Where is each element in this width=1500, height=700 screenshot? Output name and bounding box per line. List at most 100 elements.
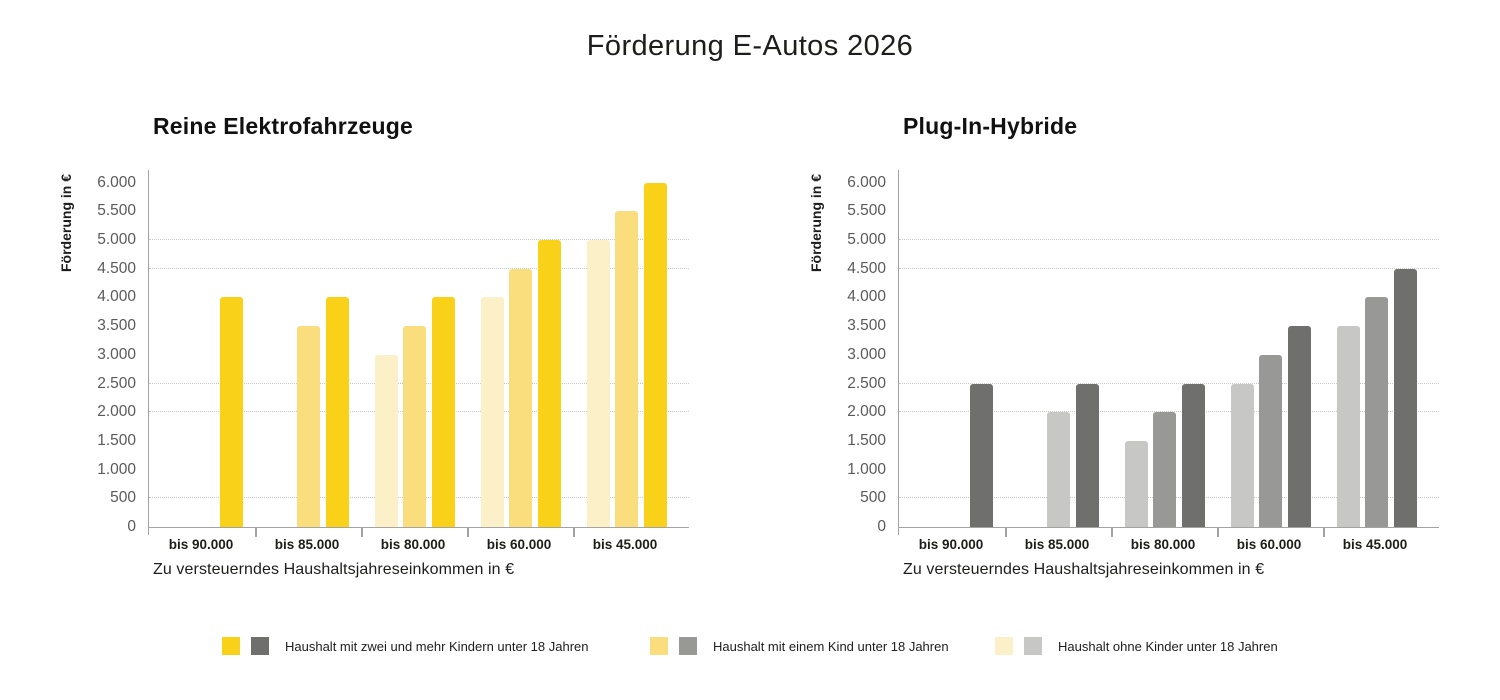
gridline [899,267,1439,269]
legend-item: Haushalt mit einem Kind unter 18 Jahren [650,637,949,655]
bar [643,182,667,527]
y-axis-stub [147,527,149,535]
x-axis-tick [1217,528,1219,537]
bar [403,326,426,527]
y-tick-label: 3.000 [97,345,136,363]
bar [431,297,455,527]
x-axis-tick [255,528,257,537]
y-tick-label: 4.000 [97,288,136,306]
x-tick-label: bis 60.000 [1236,537,1302,552]
x-tick-label: bis 80.000 [1130,537,1196,552]
y-tick-label: 5.000 [847,231,886,248]
x-axis-title: Zu versteuerndes Haushaltsjahreseinkomme… [153,561,515,578]
x-tick-label: bis 45.000 [592,537,658,552]
bar [615,211,638,527]
legend-swatch-ev [650,637,668,655]
y-tick-label: 2.500 [97,374,136,392]
bar [1181,383,1205,527]
y-tick-label: 6.000 [97,173,136,191]
y-axis-title: Förderung in € [58,174,74,272]
gridline [149,267,689,269]
legend-label: Haushalt mit einem Kind unter 18 Jahren [713,638,949,654]
bar [1047,412,1070,527]
legend-label: Haushalt mit zwei und mehr Kindern unter… [285,638,589,654]
x-tick-label: bis 45.000 [1342,537,1408,552]
y-tick-label: 5.500 [847,202,886,220]
y-tick-label: 1.500 [847,431,886,449]
x-axis-tick [1323,528,1325,537]
x-tick-label: bis 85.000 [274,537,340,552]
legend: Haushalt mit zwei und mehr Kindern unter… [0,637,1500,661]
y-tick-label: 500 [110,489,136,507]
bar [325,297,349,527]
legend-swatch-phev [251,637,269,655]
gridline [149,239,689,240]
gridline [899,382,1439,384]
chart-plug-in-hybride: Plug-In-Hybride Förderung in € 6.000 5.500 5… [750,95,1500,595]
x-tick-label: bis 90.000 [918,537,984,552]
x-axis-tick [1005,528,1007,537]
bar [1230,383,1254,527]
bar [969,383,993,527]
bar [374,354,398,527]
legend-swatch-ev [995,637,1013,655]
bar [1336,326,1360,527]
bar [1365,297,1388,527]
chart-title: Reine Elektrofahrzeuge [153,113,414,139]
x-tick-label: bis 90.000 [168,537,234,552]
bar [1153,412,1176,527]
y-tick-label: 4.500 [847,259,886,277]
chart-title: Plug-In-Hybride [903,113,1078,139]
x-axis-tick [467,528,469,537]
bar [509,268,532,527]
gridline [899,411,1439,413]
bar [1124,440,1148,527]
bar [219,297,243,527]
y-tick-label: 3.000 [847,345,886,363]
y-tick-label: 5.500 [97,202,136,220]
y-tick-label: 1.000 [97,460,136,478]
plot-area [147,170,689,537]
legend-swatch-ev [222,637,240,655]
page-title: Förderung E-Autos 2026 [586,30,914,62]
y-tick-label: 4.000 [847,288,886,306]
y-tick-label: 5.000 [97,231,136,248]
legend-item: Haushalt ohne Kinder unter 18 Jahren [995,637,1278,655]
y-tick-label: 2.000 [97,403,136,421]
y-tick-label: 500 [860,489,886,507]
bar [537,240,561,527]
y-tick-label: 3.500 [847,317,886,335]
y-tick-label: 2.000 [847,403,886,421]
bar [1259,354,1282,527]
y-axis-title: Förderung in € [808,174,824,272]
plot-area [897,170,1439,537]
legend-swatch-phev [1024,637,1042,655]
y-tick-label: 3.500 [97,317,136,335]
bar [1287,326,1311,527]
bar [1393,268,1417,527]
x-axis-tick [361,528,363,537]
y-tick-label: 1.000 [847,460,886,478]
gridline [899,239,1439,240]
y-tick-label: 4.500 [97,259,136,277]
bar [586,240,610,527]
y-tick-label: 1.500 [97,431,136,449]
x-axis-title: Zu versteuerndes Haushaltsjahreseinkomme… [903,561,1265,578]
chart-reine-elektrofahrzeuge: Reine Elektrofahrzeuge Förderung in € 6.00… [0,95,750,595]
y-tick-label: 6.000 [847,173,886,191]
y-axis-stub [897,527,899,535]
x-axis-tick [573,528,575,537]
bar [297,326,320,527]
bar [1075,383,1099,527]
legend-swatch-phev [679,637,697,655]
x-tick-label: bis 85.000 [1024,537,1090,552]
x-axis-tick [1111,528,1113,537]
bar [480,297,504,527]
x-tick-label: bis 60.000 [486,537,552,552]
legend-item: Haushalt mit zwei und mehr Kindern unter… [222,637,589,655]
y-tick-label: 0 [877,518,886,535]
y-tick-label: 0 [127,518,136,535]
y-tick-label: 2.500 [847,374,886,392]
legend-label: Haushalt ohne Kinder unter 18 Jahren [1058,638,1278,654]
